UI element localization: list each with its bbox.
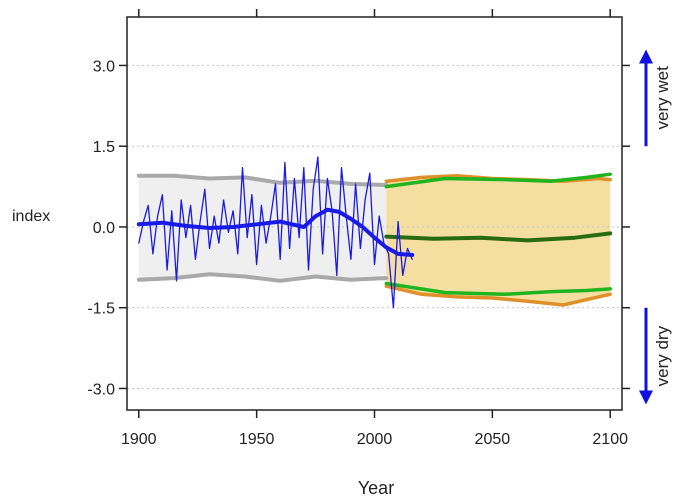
series-line-1 [136,272,389,283]
x-tick-label-0: 1900 [121,431,157,448]
series-line-8 [136,207,415,257]
x-tick-label-3: 2050 [475,431,511,448]
series-layer [136,156,613,309]
series-line-3 [384,284,612,307]
y-tick-label-3: -1.5 [87,301,115,318]
dry-arrow-head-icon [639,390,653,405]
y-axis-label: index [12,208,50,225]
x-tick-label-4: 2100 [592,431,628,448]
wet-label: very wet [653,66,672,130]
x-tick-label-1: 1950 [239,431,275,448]
y-tick-label-4: -3.0 [87,381,115,398]
series-line-6 [384,231,613,243]
tick-layer: 1900 1950 2000 2050 2100 3.0 1.5 0.0 -1.5 -3.0 [87,9,630,448]
y-tick-label-2: 0.0 [93,220,115,237]
series-line-5 [384,281,612,297]
wet-arrow-head-icon [639,49,653,64]
annotation-layer: very wet very dry [639,49,672,405]
dry-label: very dry [653,325,672,386]
historical-band-fill [138,175,387,281]
x-axis-label: Year [358,478,394,498]
series-line-4 [384,172,612,189]
series-line-0 [136,173,389,187]
y-tick-label-0: 3.0 [93,58,115,75]
y-tick-label-1: 1.5 [93,139,115,156]
x-tick-label-2: 2000 [357,431,393,448]
